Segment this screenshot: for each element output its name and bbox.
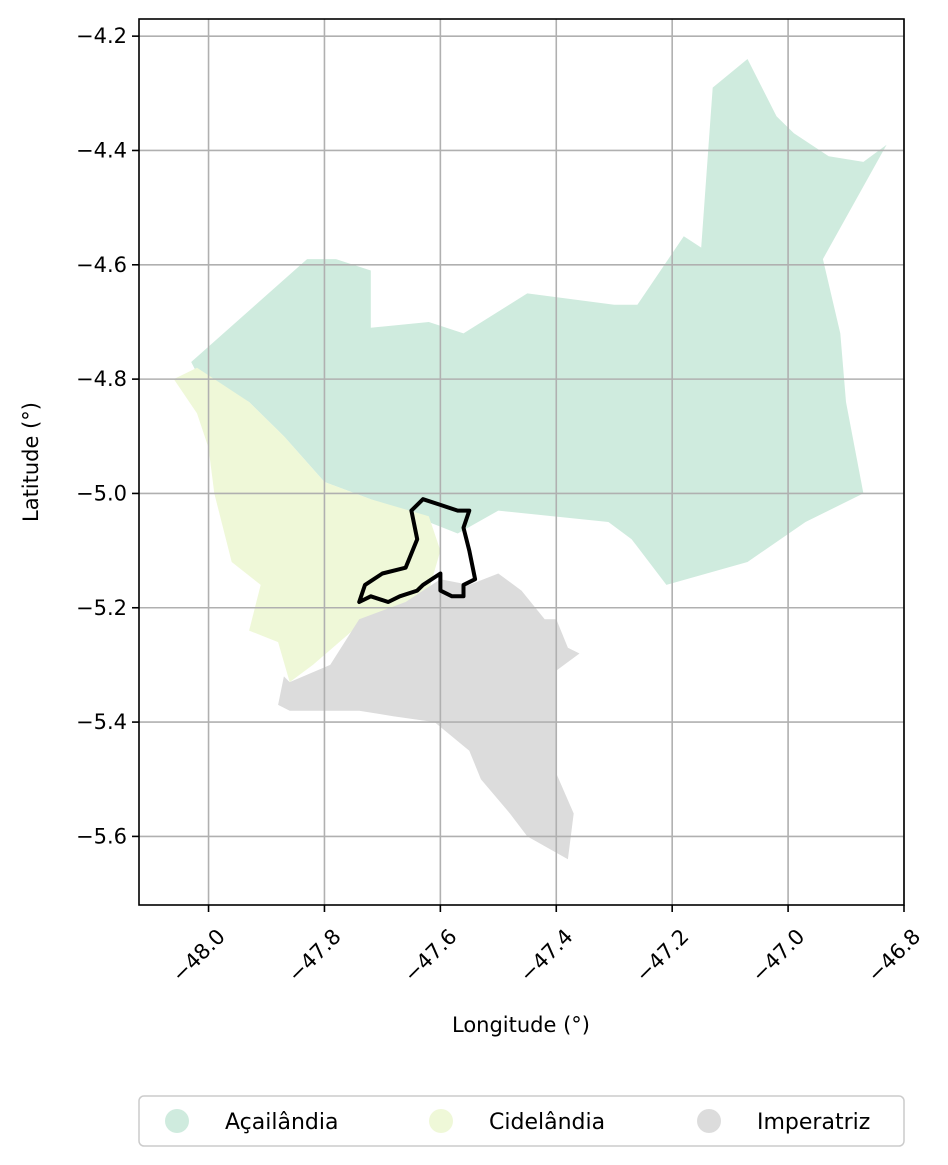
y-tick-label-3: −4.8 <box>76 367 127 391</box>
y-tick-label-2: −4.6 <box>76 253 127 277</box>
region-imperatriz <box>278 573 580 860</box>
legend-label-cidelandia: Cidelândia <box>489 1110 605 1135</box>
y-tick-label-4: −5.0 <box>76 481 127 505</box>
y-axis-ticks: −4.2 −4.4 −4.6 −4.8 −5.0 −5.2 −5.4 −5.6 <box>76 24 139 848</box>
x-axis-label: Longitude (°) <box>452 1013 590 1037</box>
y-tick-label-5: −5.2 <box>76 596 127 620</box>
y-tick-label-6: −5.4 <box>76 710 127 734</box>
y-tick-label-0: −4.2 <box>76 24 127 48</box>
plot-frame <box>138 18 905 906</box>
regions-layer <box>173 59 887 860</box>
legend-label-acailandia: Açailândia <box>225 1110 338 1135</box>
highlight-boundary <box>357 497 478 604</box>
region-acailandia <box>191 59 887 585</box>
y-tick-label-1: −4.4 <box>76 138 127 162</box>
legend-marker-acailandia <box>165 1109 189 1133</box>
legend-box <box>138 1095 905 1147</box>
y-tick-label-7: −5.6 <box>76 824 127 848</box>
legend: Açailândia Cidelândia Imperatriz <box>138 1095 905 1147</box>
region-cidelandia <box>173 367 441 683</box>
legend-label-imperatriz: Imperatriz <box>757 1110 870 1135</box>
y-axis-label: Latitude (°) <box>19 402 43 522</box>
legend-marker-imperatriz <box>697 1109 721 1133</box>
highlight-boundary-layer <box>357 497 478 604</box>
legend-marker-cidelandia <box>429 1109 453 1133</box>
